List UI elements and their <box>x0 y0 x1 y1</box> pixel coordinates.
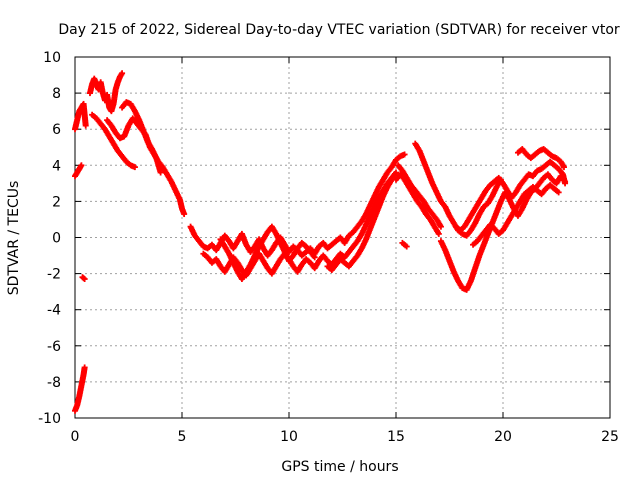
x-tick-labels: 0 5 10 15 20 25 <box>71 429 619 445</box>
y-tick-label: -6 <box>47 339 61 355</box>
y-axis-label: SDTVAR / TECUs <box>6 181 22 296</box>
x-tick-label: 5 <box>178 429 187 445</box>
data-point <box>311 254 318 261</box>
data-point <box>562 180 569 187</box>
x-tick-label: 10 <box>280 429 298 445</box>
y-tick-labels: 10 8 6 4 2 0 -2 -4 -6 -8 -10 <box>38 50 61 427</box>
y-tick-label: -10 <box>38 411 61 427</box>
chart-title: Day 215 of 2022, Sidereal Day-to-day VTE… <box>58 22 620 38</box>
data-point <box>78 162 85 169</box>
y-tick-label: -4 <box>47 303 61 319</box>
x-tick-label: 20 <box>494 429 512 445</box>
data-point <box>81 276 88 283</box>
data-point <box>82 122 89 129</box>
y-tick-label: 6 <box>52 122 61 138</box>
data-point <box>401 151 408 158</box>
data-points <box>72 70 569 414</box>
data-point <box>435 230 442 237</box>
data-point <box>119 70 126 77</box>
data-point <box>437 223 444 230</box>
x-axis-label: GPS time / hours <box>281 459 398 475</box>
y-tick-label: 2 <box>52 194 61 210</box>
data-point <box>560 164 567 171</box>
data-point <box>555 189 562 196</box>
y-tick-label: -8 <box>47 375 61 391</box>
x-tick-label: 25 <box>601 429 619 445</box>
data-point <box>81 364 88 371</box>
x-tick-label: 15 <box>387 429 405 445</box>
data-point <box>157 169 164 176</box>
y-tick-label: 0 <box>52 231 61 247</box>
data-point <box>393 169 399 176</box>
x-tick-label: 0 <box>71 429 80 445</box>
data-point <box>131 164 138 171</box>
data-point <box>80 275 87 282</box>
y-tick-label: 10 <box>43 50 61 66</box>
y-tick-label: 8 <box>52 86 61 102</box>
y-tick-label: 4 <box>52 158 61 174</box>
data-point <box>181 211 188 218</box>
y-tick-label: -2 <box>47 267 61 283</box>
data-point <box>403 243 410 250</box>
